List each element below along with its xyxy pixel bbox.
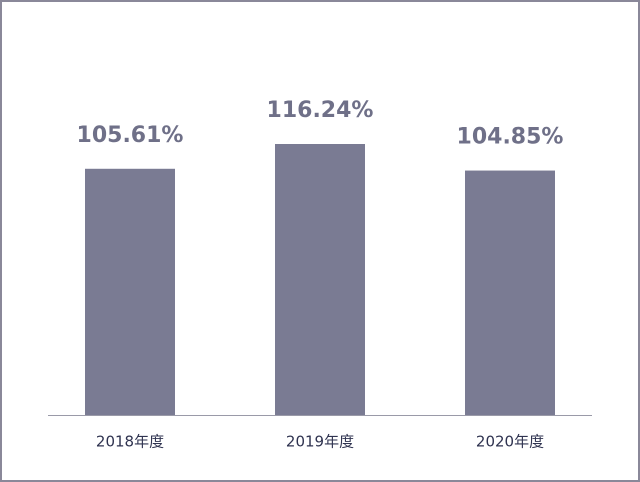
- value-label: 104.85%: [457, 125, 564, 150]
- bar: [85, 168, 175, 415]
- bar: [275, 144, 365, 415]
- value-label: 105.61%: [77, 123, 184, 148]
- bar: [465, 170, 555, 415]
- value-label: 116.24%: [267, 98, 374, 123]
- x-tick-label: 2019年度: [286, 433, 354, 451]
- x-tick-label: 2020年度: [476, 433, 544, 451]
- x-tick-label: 2018年度: [96, 433, 164, 451]
